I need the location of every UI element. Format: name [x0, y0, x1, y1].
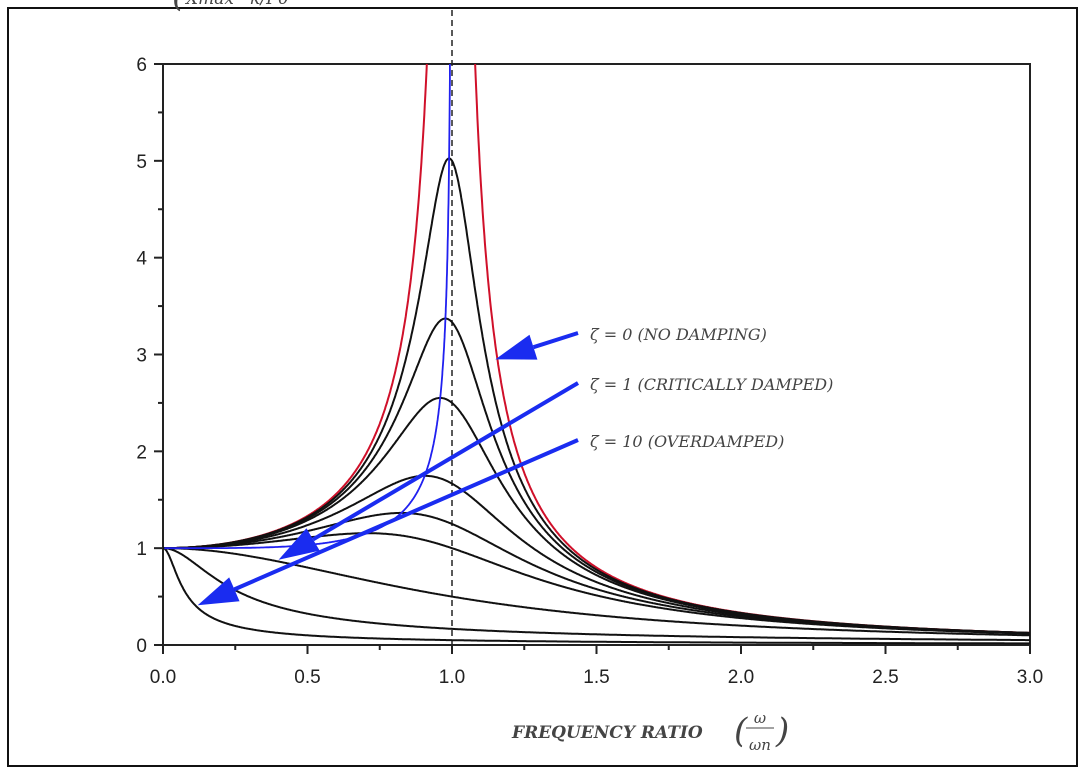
y-label-paren-open: (: [172, 0, 186, 15]
curves: [163, 64, 1030, 645]
y-tick-label: 5: [136, 152, 147, 173]
x-tick-label: 1.5: [583, 667, 609, 688]
x-label-paren-close: ): [775, 711, 789, 751]
x-axis-label: FREQUENCY RATIO: [511, 723, 703, 743]
y-tick-label: 2: [136, 442, 147, 463]
x-tick-label: 2.0: [728, 667, 754, 688]
annotation-arrow-shaft: [312, 381, 580, 542]
annotation-arrowhead: [197, 577, 240, 606]
annotation-arrow-shaft: [233, 438, 579, 592]
x-label-numerator: ω: [754, 709, 766, 727]
x-tick-label: 0.5: [294, 667, 320, 688]
x-tick-label: 2.5: [872, 667, 898, 688]
y-tick-label: 4: [136, 249, 147, 270]
curve-zeta-0: [163, 64, 1030, 634]
x-tick-label: 1.0: [439, 667, 465, 688]
y-axis-label-main: VIBRATION RESPONSE: [0, 0, 197, 4]
annotation-arrow-shaft: [532, 331, 579, 350]
y-tick-label: 6: [136, 55, 147, 76]
y-tick-label: 3: [136, 346, 147, 367]
annotation-arrowhead: [278, 528, 320, 560]
y-tick-label: 1: [136, 539, 147, 560]
curve-zeta-1: [163, 547, 1030, 637]
curve-zeta-3: [163, 547, 1030, 642]
plot-area-border: [162, 63, 1031, 646]
x-label-paren-open: (: [734, 711, 748, 751]
x-tick-label: 3.0: [1017, 667, 1043, 688]
annotation-arrowhead: [495, 334, 538, 360]
x-label-denominator: ωn: [749, 736, 771, 754]
annotation-label: ζ = 10 (OVERDAMPED): [590, 432, 784, 451]
chart-frame: [7, 7, 1078, 767]
annotation-label: ζ = 1 (CRITICALLY DAMPED): [590, 375, 833, 394]
y-tick-label: 0: [136, 636, 147, 657]
x-tick-label: 0.0: [150, 667, 176, 688]
annotation-label: ζ = 0 (NO DAMPING): [590, 325, 767, 344]
y-label-inner: Xmax · k/F0: [184, 0, 289, 9]
curve-zeta-0_15: [163, 317, 1030, 634]
curve-zeta-10: [163, 547, 1030, 645]
peak-locus-curve: [164, 64, 451, 550]
